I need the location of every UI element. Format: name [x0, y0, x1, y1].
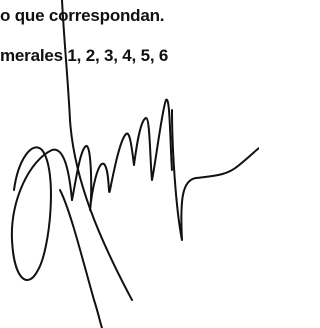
- signature: [0, 0, 259, 328]
- page: {"document": {"lines": ["o que correspon…: [0, 0, 259, 328]
- signature-stroke: [62, 0, 132, 300]
- signature-stroke: [172, 110, 259, 240]
- signature-stroke: [72, 100, 172, 210]
- signature-stroke: [12, 147, 72, 280]
- signature-stroke: [60, 190, 102, 328]
